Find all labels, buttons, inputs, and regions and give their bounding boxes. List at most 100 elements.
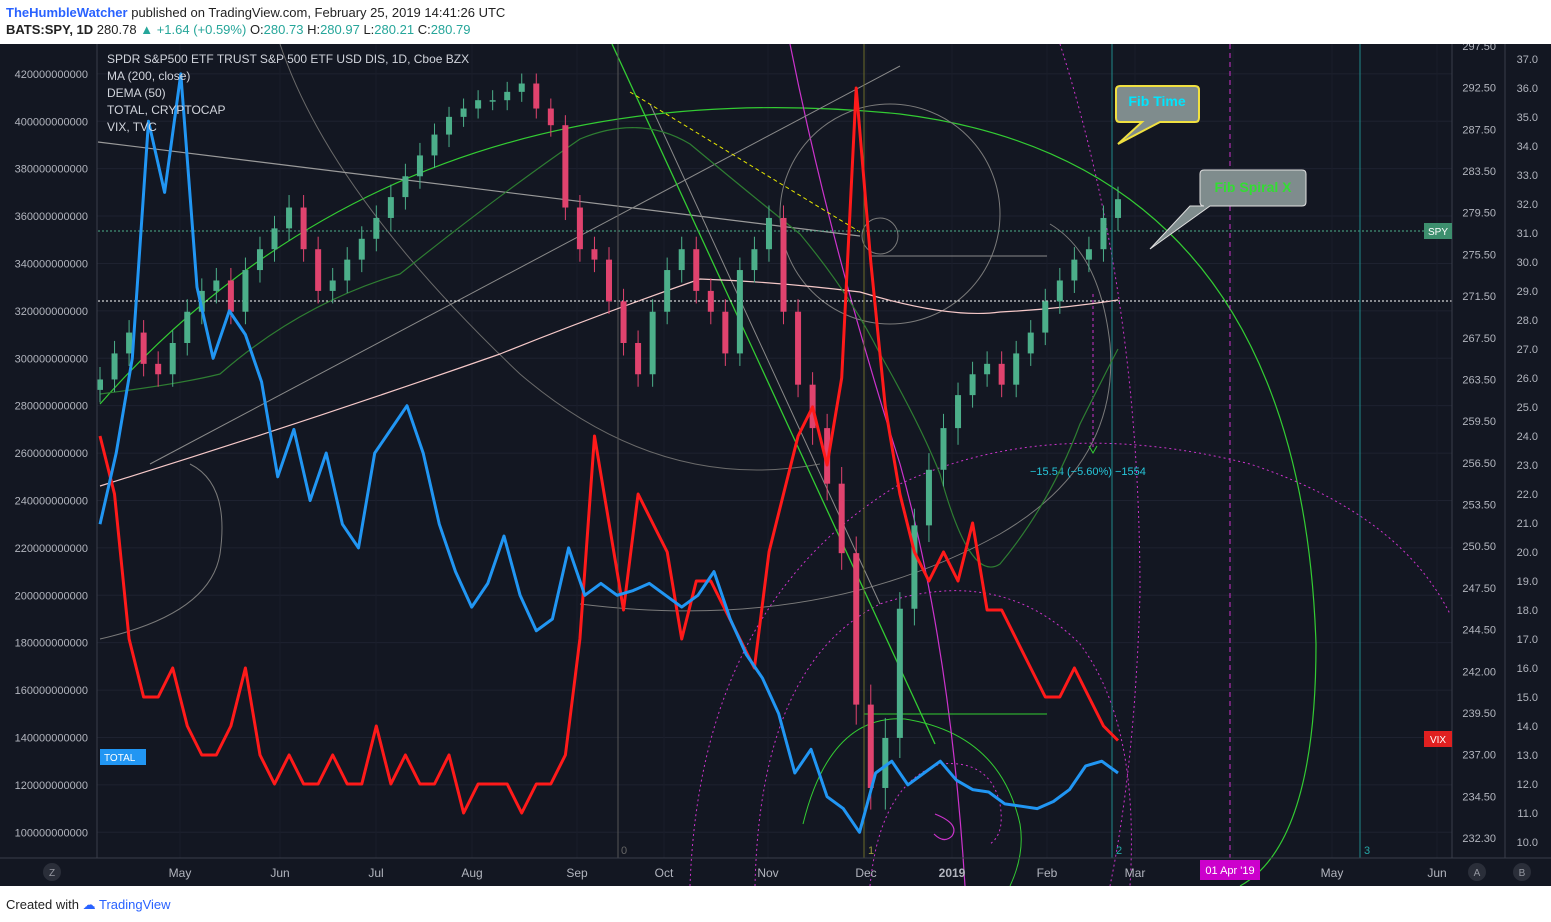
corner-button-z[interactable]: Z	[43, 863, 61, 881]
price-axis-tick: 275.50	[1462, 249, 1496, 261]
grey-arc-top	[279, 43, 821, 471]
price-axis-tick: 242.00	[1462, 666, 1496, 678]
ma200-line	[99, 278, 1119, 487]
spy-candle	[504, 81, 511, 111]
price-axis-tick: 253.50	[1462, 500, 1496, 512]
spy-candle	[1013, 340, 1020, 398]
legend-vix[interactable]: VIX, TVC	[107, 120, 157, 134]
vix-axis-tick: 35.0	[1517, 112, 1538, 124]
vix-axis-tick: 16.0	[1517, 663, 1538, 675]
svg-text:A: A	[1474, 868, 1481, 879]
last-price: 280.78	[96, 22, 137, 37]
x-axis-tick: Jun	[270, 866, 289, 880]
x-axis-tick: Jul	[368, 866, 383, 880]
legend-spy[interactable]: SPDR S&P500 ETF TRUST S&P 500 ETF USD DI…	[107, 52, 469, 66]
vix-axis-tick: 37.0	[1517, 54, 1538, 66]
price-axis-tick: 234.50	[1462, 791, 1496, 803]
left-axis-tick: 280000000000	[15, 401, 88, 413]
author-link[interactable]: TheHumbleWatcher	[6, 5, 128, 20]
price-axis-tick: 271.50	[1462, 291, 1496, 303]
fib-time-callout[interactable]: Fib Time	[1115, 85, 1200, 145]
up-arrow-icon: ▲	[140, 22, 154, 37]
spy-candle	[1100, 205, 1107, 262]
spy-candle	[678, 236, 685, 283]
spy-candle	[126, 320, 133, 366]
chart-svg[interactable]: 0 1 2 3 −15.54 (−5.60%) −1554 4200000000…	[0, 41, 1551, 887]
spy-candle	[707, 278, 714, 325]
spy-candle	[620, 288, 627, 356]
spy-candle	[911, 508, 918, 626]
tradingview-link[interactable]: TradingView	[99, 897, 171, 912]
spy-candle	[998, 351, 1005, 398]
fib-num-1: 1	[868, 845, 874, 857]
vix-axis-tick: 15.0	[1517, 692, 1538, 704]
fib-num-2: 2	[1116, 845, 1122, 857]
vix-axis-tick: 22.0	[1517, 489, 1538, 501]
spy-candle	[344, 247, 351, 293]
spy-candle	[475, 90, 482, 119]
fib-time-label: Fib Time	[1128, 93, 1186, 109]
spy-candle	[795, 299, 802, 398]
vix-axis-tick: 30.0	[1517, 257, 1538, 269]
created-with-label: Created with	[6, 897, 79, 912]
left-axis-tick: 380000000000	[15, 164, 88, 176]
footer-text: Created with ☁ TradingView	[6, 897, 171, 913]
vix-axis-tick: 33.0	[1517, 170, 1538, 182]
price-axis-tick: 247.50	[1462, 583, 1496, 595]
price-change: +1.64 (+0.59%)	[156, 22, 247, 37]
symbol-label[interactable]: BATS:SPY, 1D	[6, 22, 94, 37]
right-axis-panel	[1452, 44, 1551, 858]
close-value: 280.79	[430, 22, 471, 37]
legend-ma[interactable]: MA (200, close)	[107, 69, 190, 83]
x-axis-tick: Nov	[757, 866, 778, 880]
fib-arc-magenta-big	[689, 442, 1451, 887]
fib-spiral-label: Fib Spiral X	[1214, 179, 1292, 195]
fib-spiral-callout[interactable]: Fib Spiral X	[1149, 169, 1307, 250]
price-axis-tick: 267.50	[1462, 333, 1496, 345]
measure-arrow-icon	[1088, 445, 1098, 455]
low-value: 280.21	[374, 22, 415, 37]
vix-axis-tick: 20.0	[1517, 547, 1538, 559]
x-axis-tick: Jun	[1427, 866, 1446, 880]
chart-area[interactable]: 0 1 2 3 −15.54 (−5.60%) −1554 4200000000…	[0, 41, 1551, 887]
spy-tag-label: SPY	[1428, 227, 1448, 238]
spy-tag: SPY	[1424, 223, 1452, 239]
vix-line	[98, 86, 1120, 815]
vix-axis-tick: 10.0	[1517, 837, 1538, 849]
spy-candle	[591, 236, 598, 273]
spy-candle	[1056, 267, 1063, 314]
spy-candle	[184, 299, 191, 356]
published-text: published on TradingView.com, February 2…	[131, 5, 506, 20]
vix-axis-tick: 11.0	[1517, 808, 1538, 820]
magenta-curve-right	[1059, 43, 1141, 887]
spy-candle	[736, 257, 743, 366]
fib-num-3: 3	[1364, 845, 1370, 857]
legend-dema[interactable]: DEMA (50)	[107, 86, 166, 100]
x-axis-tick: Feb	[1037, 866, 1058, 880]
spy-candle	[518, 73, 525, 102]
axes: 420000000000 400000000000 380000000000 3600…	[0, 41, 1551, 880]
grey-circle-big	[779, 103, 1001, 325]
price-axis-tick: 239.50	[1462, 708, 1496, 720]
spy-candle	[722, 299, 729, 366]
left-axis-tick: 420000000000	[15, 69, 88, 81]
vix-tag: VIX	[1424, 731, 1452, 747]
tradingview-logo-icon: ☁	[82, 897, 96, 912]
spy-candle	[416, 142, 423, 189]
vix-tag-label: VIX	[1430, 735, 1446, 746]
spy-candle	[97, 366, 103, 403]
corner-button-b[interactable]: B	[1513, 863, 1531, 881]
high-label: H:	[307, 22, 321, 37]
fib-arc-magenta-small	[869, 763, 1002, 887]
x-axis-tick: Dec	[855, 866, 876, 880]
legend-total[interactable]: TOTAL, CRYPTOCAP	[107, 103, 225, 117]
footer: Created with ☁ TradingView	[0, 886, 1551, 922]
price-axis-tick: 297.50	[1462, 44, 1496, 53]
spy-candle	[300, 195, 307, 262]
vix-axis-tick: 24.0	[1517, 431, 1538, 443]
vix-axis-tick: 19.0	[1517, 576, 1538, 588]
price-axis-tick: 250.50	[1462, 541, 1496, 553]
left-axis-tick: 100000000000	[15, 827, 88, 839]
corner-button-a[interactable]: A	[1468, 863, 1486, 881]
spy-candle	[925, 453, 932, 543]
